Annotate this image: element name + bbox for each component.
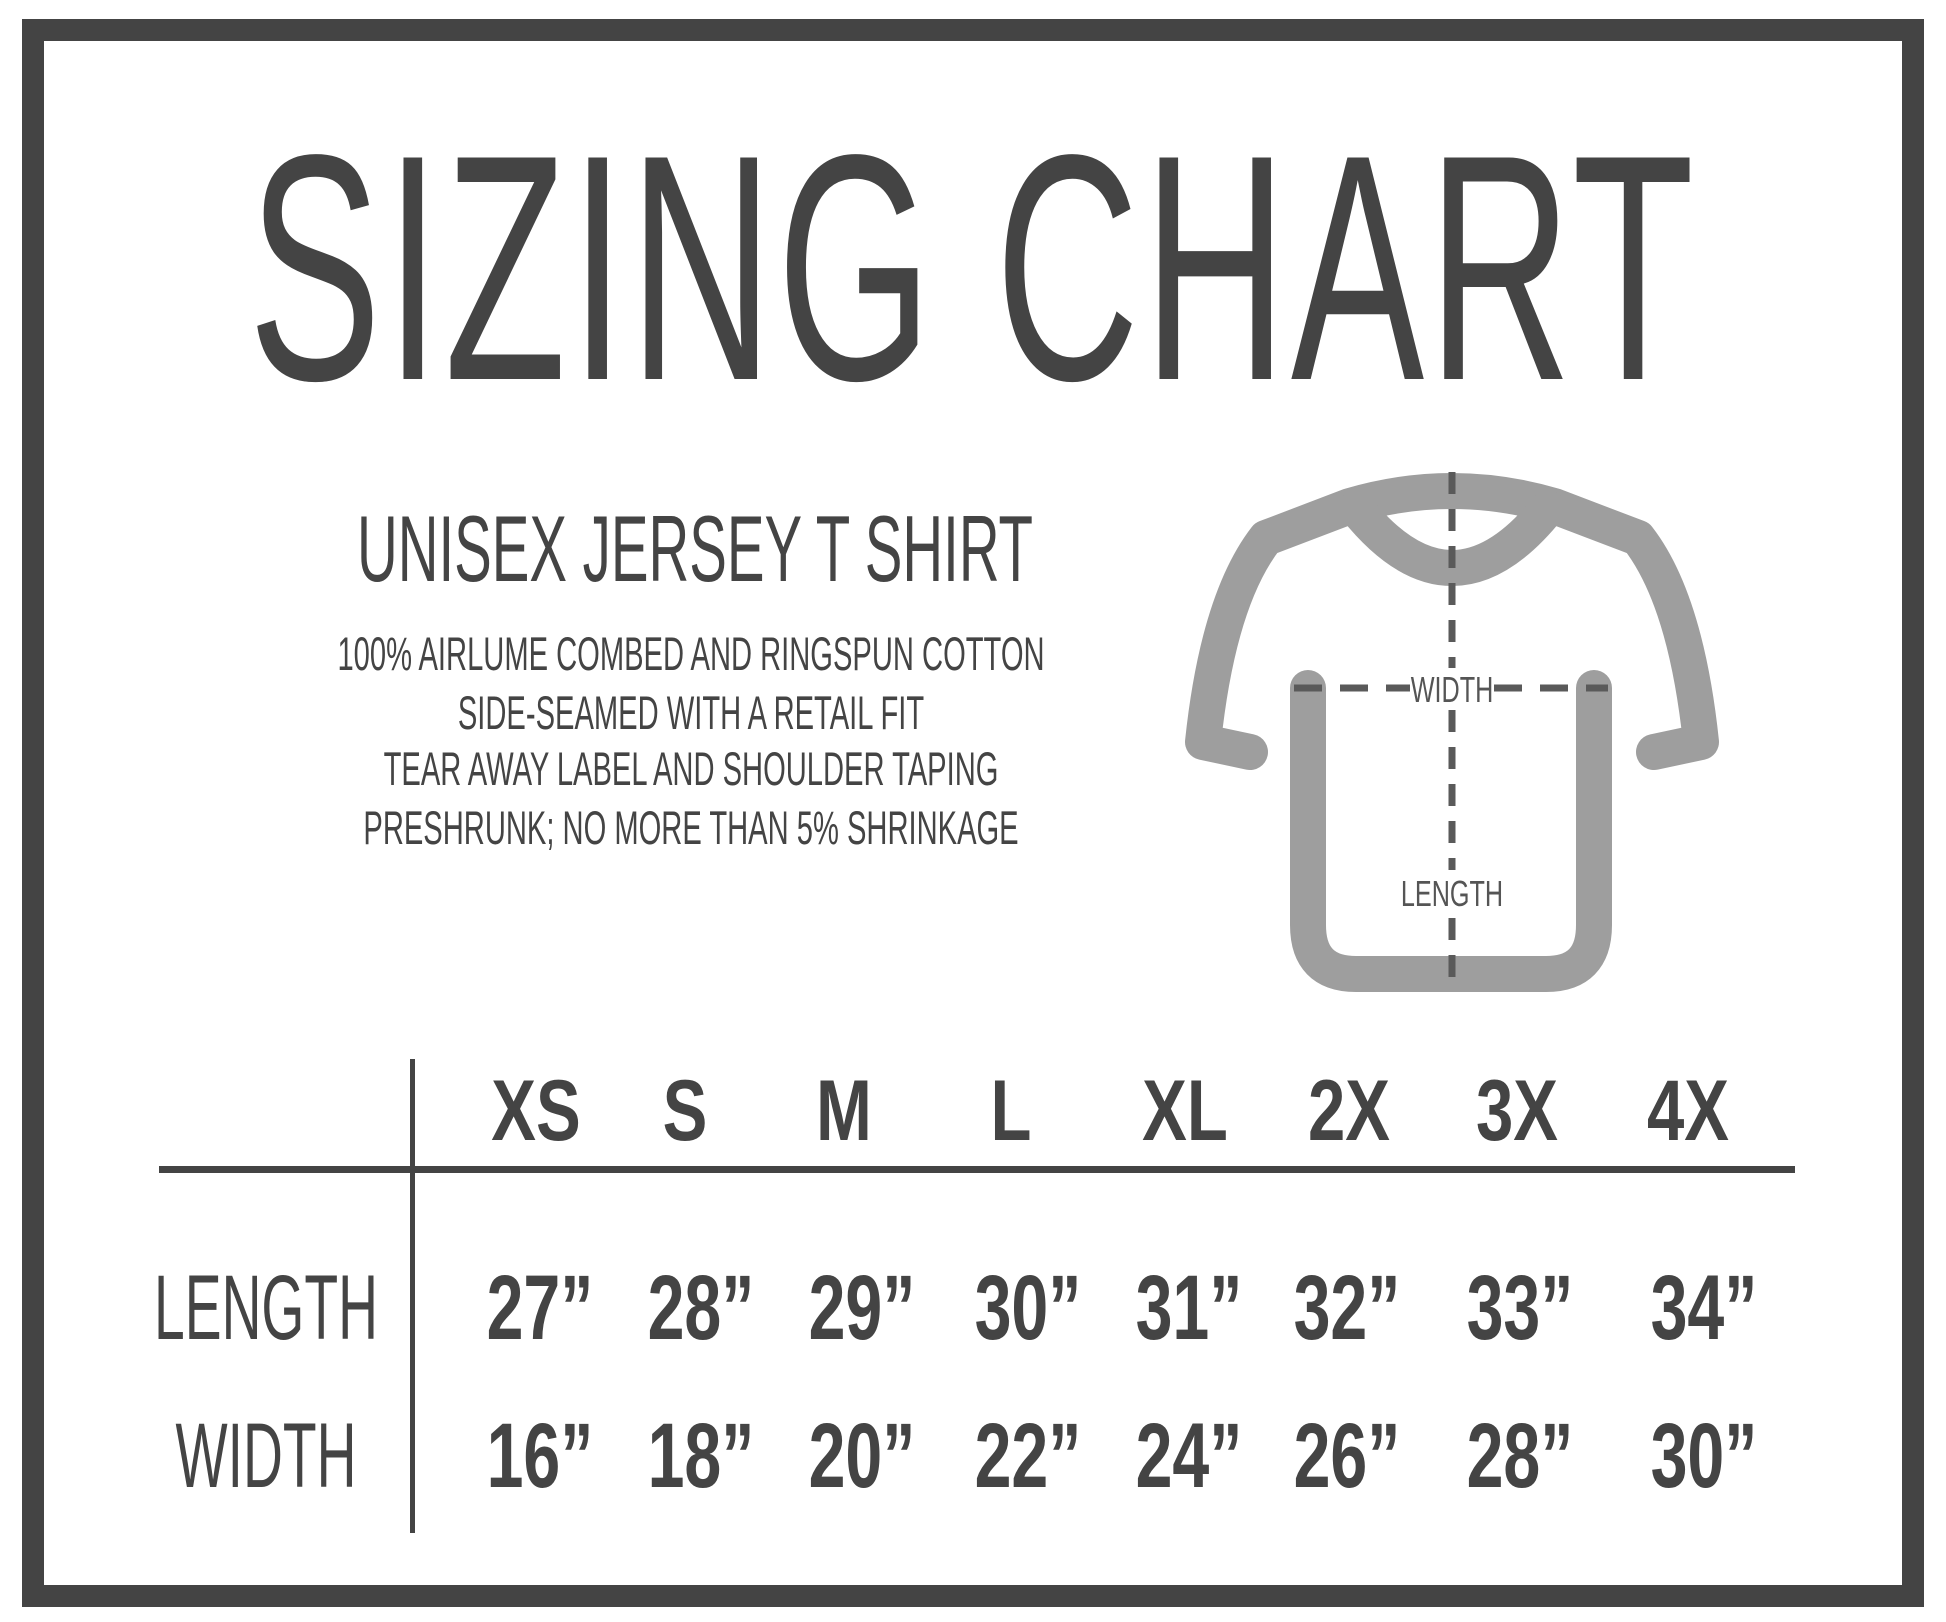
size-header: L bbox=[990, 1063, 1032, 1159]
row-label: LENGTH bbox=[154, 1257, 378, 1359]
width-label: WIDTH bbox=[1410, 669, 1494, 710]
feature-item: PRESHRUNK; NO MORE THAN 5% SHRINKAGE bbox=[363, 801, 1019, 854]
table-cell: 22” bbox=[974, 1405, 1082, 1507]
table-cell: 33” bbox=[1466, 1257, 1574, 1359]
table-cell: 28” bbox=[647, 1257, 755, 1359]
table-cell: 18” bbox=[647, 1405, 755, 1507]
feature-item: 100% AIRLUME COMBED AND RINGSPUN COTTON bbox=[337, 627, 1045, 680]
table-cell: 34” bbox=[1650, 1257, 1758, 1359]
table-cell: 30” bbox=[1650, 1405, 1758, 1507]
table-cell: 30” bbox=[974, 1257, 1082, 1359]
feature-item: SIDE-SEAMED WITH A RETAIL FIT bbox=[457, 686, 925, 739]
row-label: WIDTH bbox=[175, 1405, 357, 1507]
length-label: LENGTH bbox=[1400, 873, 1504, 914]
table-column-divider bbox=[410, 1059, 415, 1533]
table-cell: 26” bbox=[1293, 1405, 1401, 1507]
table-cell: 16” bbox=[486, 1405, 594, 1507]
feature-item: TEAR AWAY LABEL AND SHOULDER TAPING bbox=[383, 742, 999, 795]
table-cell: 24” bbox=[1135, 1405, 1243, 1507]
table-cell: 32” bbox=[1293, 1257, 1401, 1359]
size-header: M bbox=[816, 1063, 872, 1159]
size-header: 3X bbox=[1475, 1063, 1559, 1159]
size-header: 2X bbox=[1307, 1063, 1391, 1159]
size-header: XS bbox=[491, 1063, 581, 1159]
sizing-chart-frame bbox=[22, 19, 1924, 1607]
table-cell: 31” bbox=[1135, 1257, 1243, 1359]
product-name: UNISEX JERSEY T SHIRT bbox=[357, 496, 1033, 601]
table-cell: 28” bbox=[1466, 1405, 1574, 1507]
size-header: 4X bbox=[1646, 1063, 1730, 1159]
size-header: XL bbox=[1142, 1063, 1228, 1159]
table-cell: 27” bbox=[486, 1257, 594, 1359]
table-cell: 29” bbox=[808, 1257, 916, 1359]
table-header-divider bbox=[159, 1166, 1795, 1173]
size-header: S bbox=[662, 1063, 708, 1159]
page-title: SIZING CHART bbox=[248, 89, 1698, 448]
table-cell: 20” bbox=[808, 1405, 916, 1507]
